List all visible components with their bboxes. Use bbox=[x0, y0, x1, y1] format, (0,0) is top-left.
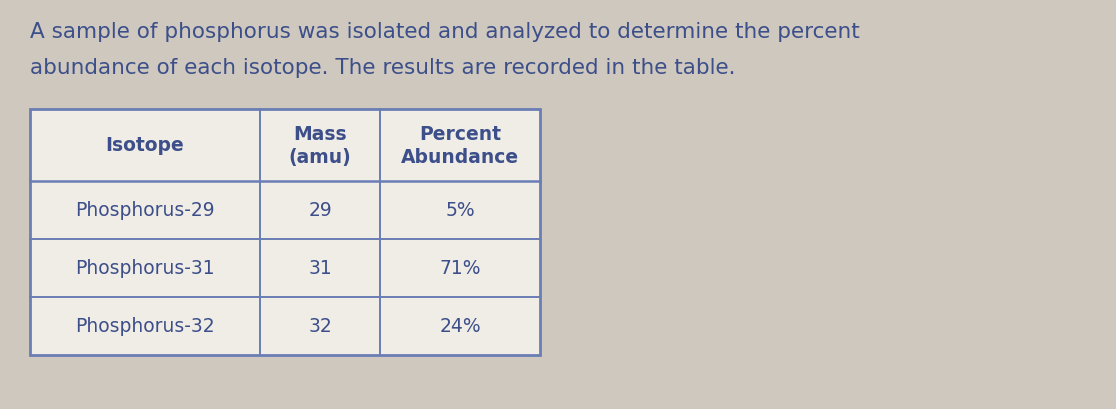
Text: 24%: 24% bbox=[440, 317, 481, 336]
Text: A sample of phosphorus was isolated and analyzed to determine the percent: A sample of phosphorus was isolated and … bbox=[30, 22, 859, 42]
Bar bbox=[30, 110, 540, 355]
Text: 32: 32 bbox=[308, 317, 331, 336]
Bar bbox=[30, 110, 540, 355]
Text: Phosphorus-29: Phosphorus-29 bbox=[75, 201, 214, 220]
Text: 31: 31 bbox=[308, 259, 331, 278]
Text: 71%: 71% bbox=[440, 259, 481, 278]
Text: Mass
(amu): Mass (amu) bbox=[289, 124, 352, 167]
Text: Phosphorus-31: Phosphorus-31 bbox=[75, 259, 214, 278]
Text: Isotope: Isotope bbox=[106, 136, 184, 155]
Text: Percent
Abundance: Percent Abundance bbox=[401, 124, 519, 167]
Text: Phosphorus-32: Phosphorus-32 bbox=[75, 317, 214, 336]
Text: abundance of each isotope. The results are recorded in the table.: abundance of each isotope. The results a… bbox=[30, 58, 735, 78]
Text: 5%: 5% bbox=[445, 201, 474, 220]
Text: 29: 29 bbox=[308, 201, 331, 220]
